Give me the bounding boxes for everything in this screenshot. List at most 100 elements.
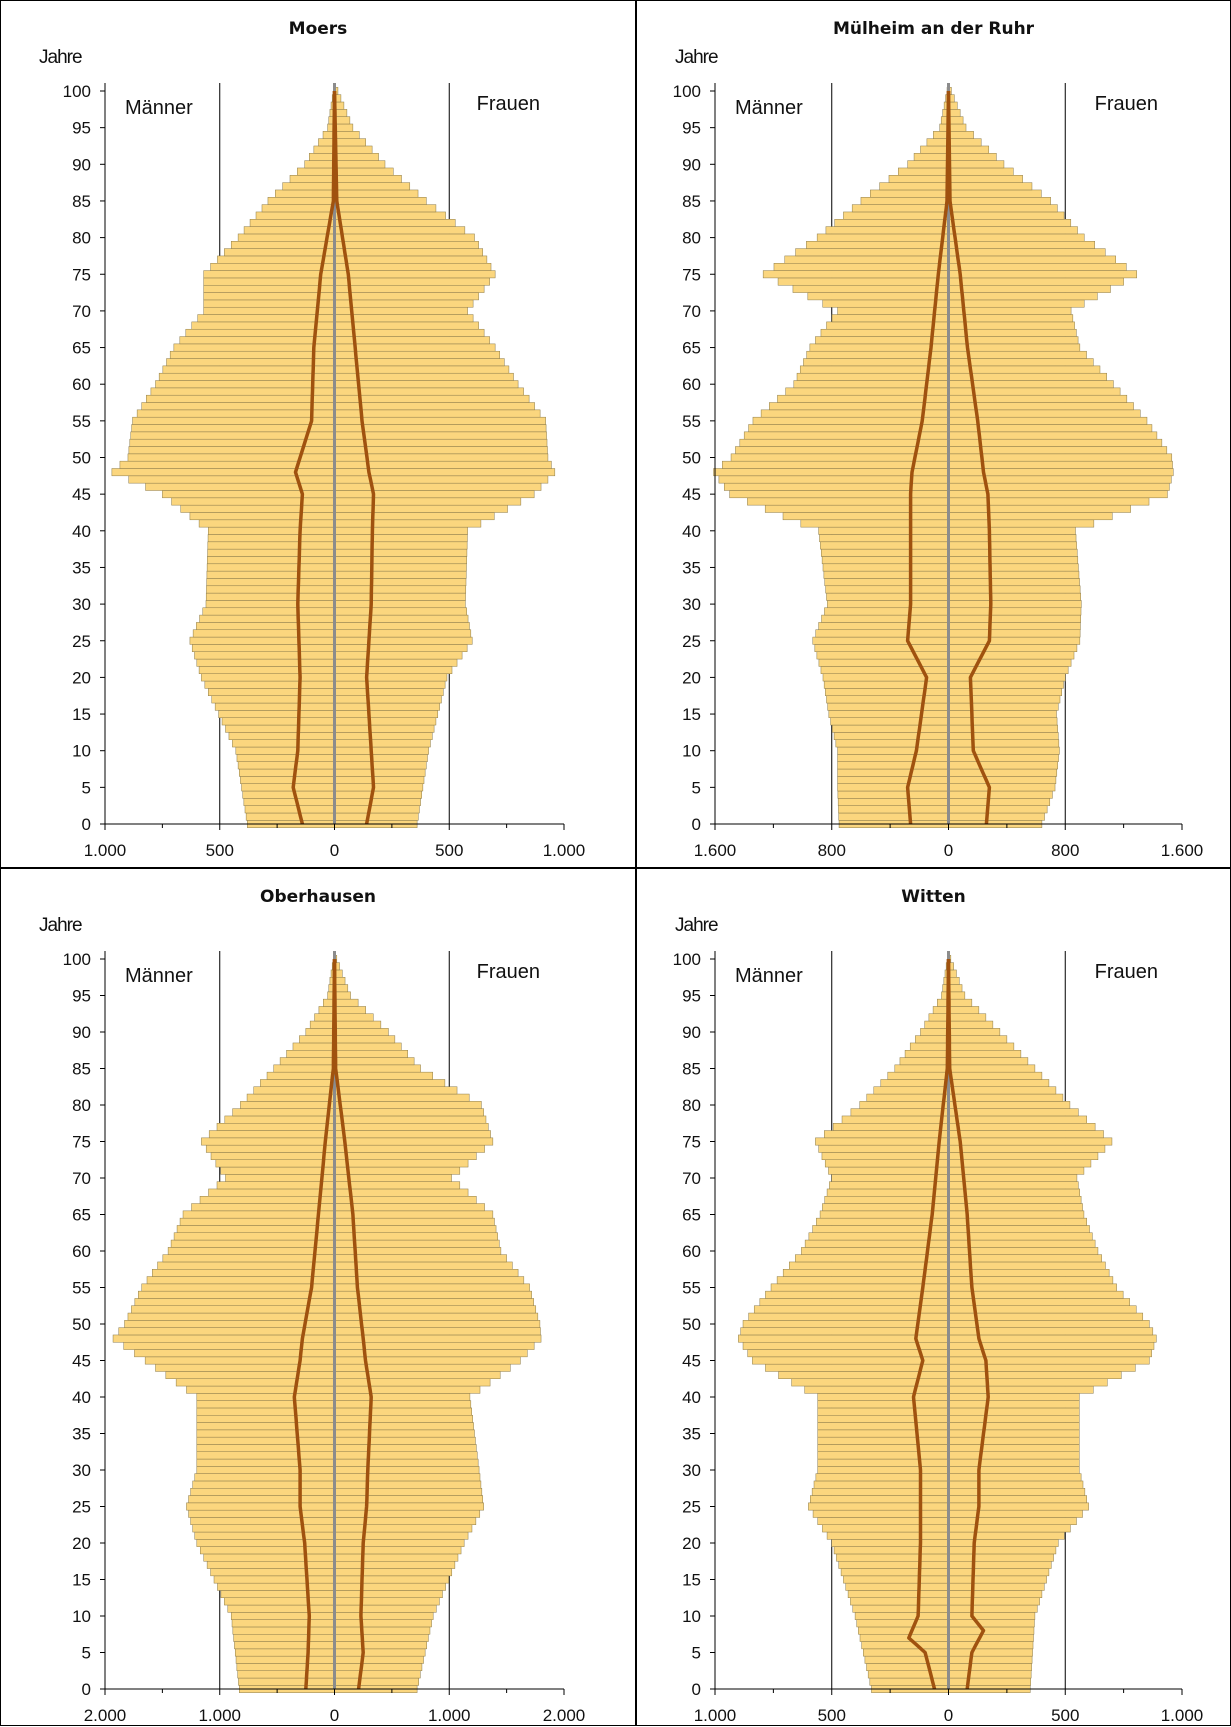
bar-men (186, 1385, 335, 1394)
bar-men (898, 167, 949, 176)
bar-women (334, 710, 439, 718)
bar-men (224, 1115, 335, 1124)
bar-men (858, 1626, 949, 1635)
bar-women (334, 336, 490, 345)
bar-women (948, 717, 1058, 726)
bar-women (948, 314, 1074, 323)
bar-men (242, 790, 335, 799)
bar-women (948, 255, 1116, 264)
bar-men (207, 541, 335, 550)
bar-men (831, 1539, 949, 1547)
bar-men (831, 1174, 949, 1182)
bar-women (334, 380, 519, 389)
bar-women (948, 1655, 1033, 1664)
bar-women (334, 585, 467, 594)
bar-men (824, 607, 949, 616)
bar-women (334, 255, 488, 264)
bar-men (196, 1444, 335, 1453)
bar-women (948, 226, 1078, 235)
bar-men (769, 402, 949, 411)
y-tick-label: 35 (682, 1425, 701, 1444)
bar-women (948, 1568, 1050, 1577)
x-tick-label: 2.000 (84, 1706, 127, 1725)
bar-men (198, 666, 335, 674)
bar-women (334, 739, 431, 748)
bar-men (152, 1269, 335, 1277)
bar-women (948, 1663, 1032, 1672)
bar-men (778, 1371, 949, 1380)
bar-men (155, 380, 335, 389)
bar-men (813, 1480, 949, 1489)
bar-women (334, 783, 424, 792)
bar-women (334, 284, 485, 293)
bar-women (334, 1123, 489, 1131)
bar-men (266, 1071, 335, 1080)
y-tick-label: 100 (63, 82, 91, 101)
bar-men (192, 629, 335, 638)
bar-women (334, 1298, 534, 1307)
bar-men (826, 695, 949, 704)
bar-women (948, 680, 1064, 689)
bar-women (334, 1181, 461, 1190)
bar-women (334, 644, 468, 652)
bar-men (199, 1546, 335, 1555)
bar-women (948, 776, 1057, 784)
bar-women (334, 1582, 446, 1591)
bar-women (334, 1020, 382, 1029)
bar-women (334, 321, 479, 330)
bar-women (334, 211, 446, 220)
bar-women (948, 1407, 1080, 1416)
bar-men (235, 1655, 335, 1664)
bar-women (334, 1655, 424, 1664)
bar-men (819, 534, 949, 543)
bar-women (334, 1509, 481, 1518)
bar-men (230, 241, 335, 249)
bar-women (334, 328, 485, 337)
bar-men (815, 1473, 949, 1482)
y-tick-label: 75 (72, 1133, 91, 1152)
bar-men (253, 1086, 335, 1095)
x-tick-label: 800 (818, 841, 846, 860)
bar-women (334, 1480, 482, 1489)
bar-men (261, 204, 335, 213)
bar-women (334, 754, 428, 762)
bar-women (334, 1546, 462, 1555)
bar-men (833, 1546, 949, 1555)
bar-women (334, 1028, 389, 1036)
bar-women (948, 1057, 1029, 1066)
bar-women (334, 1166, 461, 1175)
bar-women (334, 1539, 465, 1547)
bar-men (832, 724, 949, 733)
bar-women (334, 1217, 495, 1226)
bar-men (128, 475, 335, 484)
bar-men (217, 255, 335, 264)
bar-men (228, 732, 335, 740)
bar-men (837, 306, 949, 315)
bar-women (334, 673, 448, 682)
bar-men (179, 336, 335, 345)
bar-men (920, 1028, 949, 1036)
bar-men (207, 534, 335, 543)
bar-men (237, 761, 335, 770)
y-tick-label: 95 (72, 987, 91, 1006)
bar-men (832, 1123, 949, 1131)
bar-women (948, 812, 1045, 821)
bar-men (167, 1247, 335, 1255)
bar-men (206, 1561, 335, 1569)
bar-men (752, 416, 949, 425)
bar-men (239, 768, 335, 777)
y-tick-label: 5 (692, 778, 701, 797)
bar-men (141, 1283, 335, 1292)
bar-men (834, 219, 949, 227)
bar-men (158, 372, 335, 381)
bar-men (833, 732, 949, 740)
bar-men (824, 1130, 949, 1139)
bar-men (773, 263, 949, 271)
bar-women (334, 1495, 484, 1504)
bar-women (948, 1349, 1152, 1358)
bar-men (190, 1517, 335, 1526)
bar-women (948, 1612, 1036, 1620)
bar-men (760, 409, 949, 418)
y-tick-label: 85 (72, 192, 91, 211)
bar-women (334, 475, 549, 484)
